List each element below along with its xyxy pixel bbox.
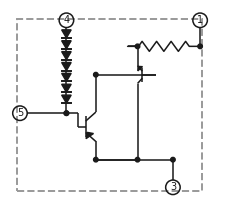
Polygon shape: [61, 41, 71, 49]
Circle shape: [64, 111, 68, 116]
Polygon shape: [61, 52, 71, 60]
Circle shape: [64, 111, 68, 116]
Polygon shape: [61, 95, 71, 103]
Circle shape: [197, 44, 202, 49]
Text: 5: 5: [17, 108, 23, 118]
Polygon shape: [61, 62, 71, 71]
Polygon shape: [86, 132, 93, 139]
Circle shape: [93, 157, 98, 162]
Text: 4: 4: [63, 15, 69, 25]
Polygon shape: [61, 30, 71, 38]
Polygon shape: [61, 73, 71, 81]
Circle shape: [93, 72, 98, 77]
Circle shape: [135, 44, 139, 49]
Text: 1: 1: [196, 15, 202, 25]
Polygon shape: [137, 66, 142, 71]
Circle shape: [170, 157, 174, 162]
Text: 3: 3: [169, 182, 175, 192]
Polygon shape: [61, 84, 71, 92]
Circle shape: [135, 157, 139, 162]
